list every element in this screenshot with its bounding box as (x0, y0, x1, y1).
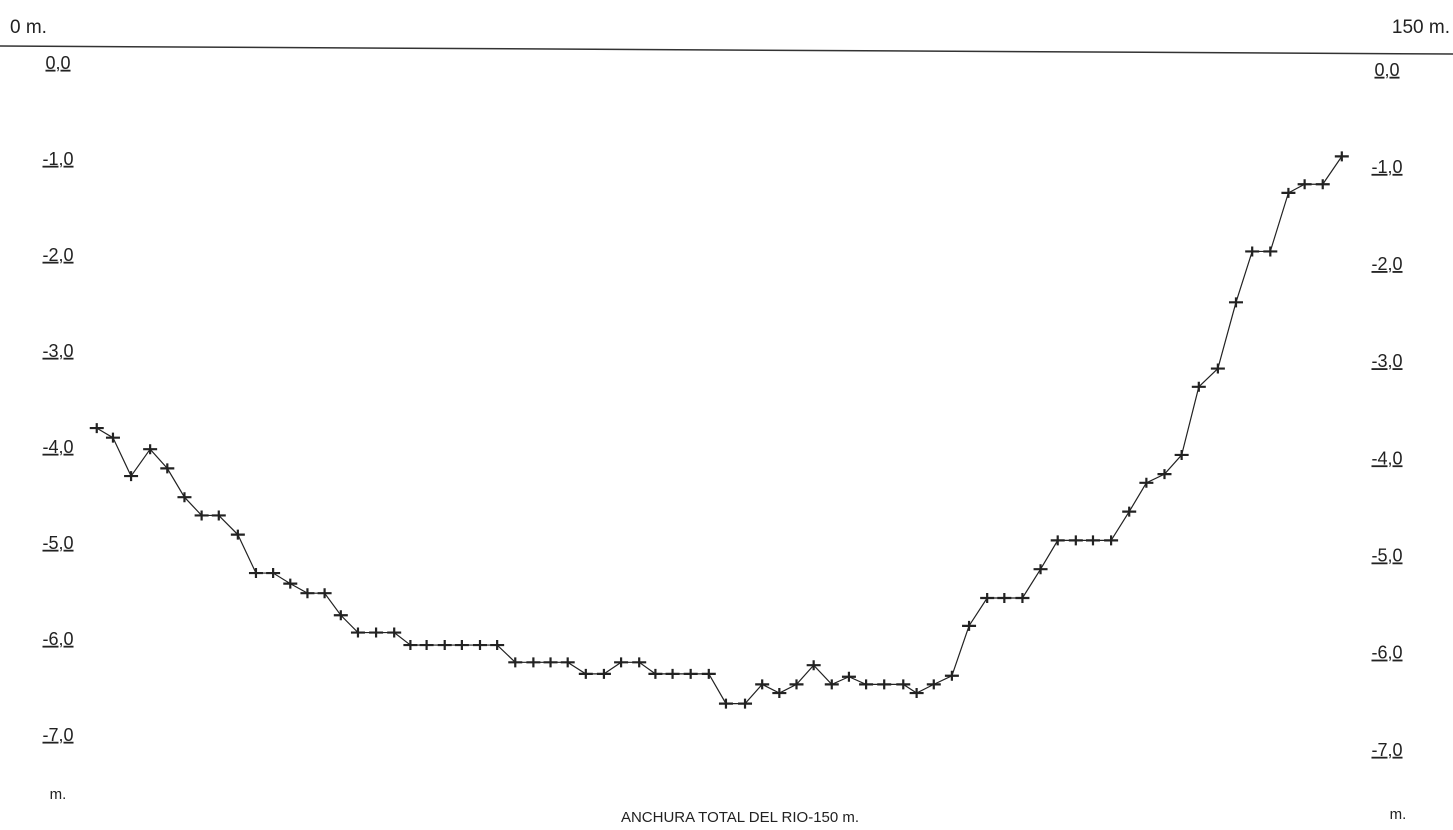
y2-tick-label: -4,0 (1371, 448, 1402, 468)
point-marker (789, 679, 804, 690)
point-marker (877, 679, 892, 690)
point-marker (1104, 535, 1119, 546)
point-marker (160, 463, 175, 474)
point-marker (230, 529, 245, 540)
point-marker (472, 640, 487, 651)
point-marker (317, 588, 332, 599)
point-marker (980, 593, 995, 603)
point-marker (701, 668, 716, 679)
point-marker (454, 640, 469, 651)
point-marker (824, 679, 839, 690)
point-marker (526, 657, 541, 668)
point-marker (508, 657, 523, 668)
point-marker (1033, 564, 1048, 575)
point-marker (437, 640, 452, 651)
point-marker (1297, 179, 1312, 190)
point-marker (665, 668, 680, 679)
point-marker (962, 620, 977, 631)
top-line (0, 45, 1453, 55)
point-marker (683, 668, 698, 679)
point-marker (350, 627, 365, 638)
point-marker (896, 679, 911, 690)
point-marker (614, 657, 629, 668)
point-marker (89, 423, 104, 434)
point-marker (926, 679, 941, 690)
y-unit: m. (50, 786, 67, 803)
point-marker (283, 578, 298, 589)
point-marker (333, 610, 348, 621)
point-marker (755, 679, 770, 690)
point-marker (1068, 535, 1083, 546)
y-tick-label: -4,0 (42, 437, 73, 457)
y-tick-label: -2,0 (42, 245, 73, 265)
point-marker (266, 568, 281, 579)
point-marker (1085, 535, 1100, 546)
point-marker (560, 657, 575, 668)
y-tick-label: -3,0 (42, 341, 73, 361)
y2-tick-label: -2,0 (1371, 254, 1402, 274)
point-marker (1210, 363, 1225, 374)
point-marker (806, 660, 821, 671)
point-marker (1191, 381, 1206, 392)
point-marker (1228, 297, 1243, 308)
point-marker (997, 593, 1012, 603)
point-marker (105, 432, 120, 443)
point-marker (859, 679, 874, 690)
point-marker (194, 510, 209, 521)
point-marker (1334, 151, 1349, 162)
y2-tick-label: -3,0 (1371, 351, 1402, 371)
point-marker (143, 444, 158, 455)
point-marker (248, 568, 263, 579)
point-marker (718, 698, 733, 709)
point-marker (177, 492, 192, 503)
point-marker (211, 510, 226, 521)
y-tick-label: -7,0 (42, 725, 73, 745)
point-marker (944, 670, 959, 681)
y-tick-label: 0,0 (45, 53, 70, 73)
point-marker (1245, 246, 1260, 257)
y2-tick-label: -6,0 (1371, 643, 1402, 663)
y2-unit: m. (1390, 806, 1407, 823)
point-marker (419, 640, 434, 651)
point-marker (632, 657, 647, 668)
point-marker (596, 668, 611, 679)
point-marker (543, 657, 558, 668)
y-tick-label: -1,0 (42, 149, 73, 169)
point-marker (1281, 187, 1296, 198)
point-marker (387, 627, 402, 638)
point-marker (1157, 469, 1172, 480)
profile-line (96, 156, 1343, 705)
y2-tick-label: 0,0 (1374, 60, 1399, 80)
point-marker (369, 627, 384, 638)
point-marker (300, 588, 315, 599)
point-marker (909, 688, 924, 699)
point-marker (772, 688, 787, 699)
point-marker (490, 640, 505, 651)
point-marker (1263, 246, 1278, 257)
point-marker (1122, 506, 1137, 517)
point-marker (403, 640, 418, 651)
point-marker (578, 668, 593, 679)
point-marker (841, 671, 856, 682)
y2-tick-label: -5,0 (1371, 545, 1402, 565)
y-tick-label: -6,0 (42, 629, 73, 649)
x-axis-label: ANCHURA TOTAL DEL RIO-150 m. (621, 809, 859, 826)
y-tick-label: -5,0 (42, 533, 73, 553)
y2-tick-label: -7,0 (1371, 740, 1402, 760)
point-marker (738, 698, 753, 709)
point-marker (648, 668, 663, 679)
point-marker (1315, 179, 1330, 190)
x-tick-label: 150 m. (1392, 17, 1450, 38)
point-marker (1015, 593, 1030, 603)
y2-tick-label: -1,0 (1371, 157, 1402, 177)
point-marker (124, 471, 139, 482)
x-tick-label: 0 m. (10, 17, 47, 38)
point-marker (1174, 449, 1189, 460)
point-marker (1139, 477, 1154, 488)
point-marker (1050, 535, 1065, 546)
